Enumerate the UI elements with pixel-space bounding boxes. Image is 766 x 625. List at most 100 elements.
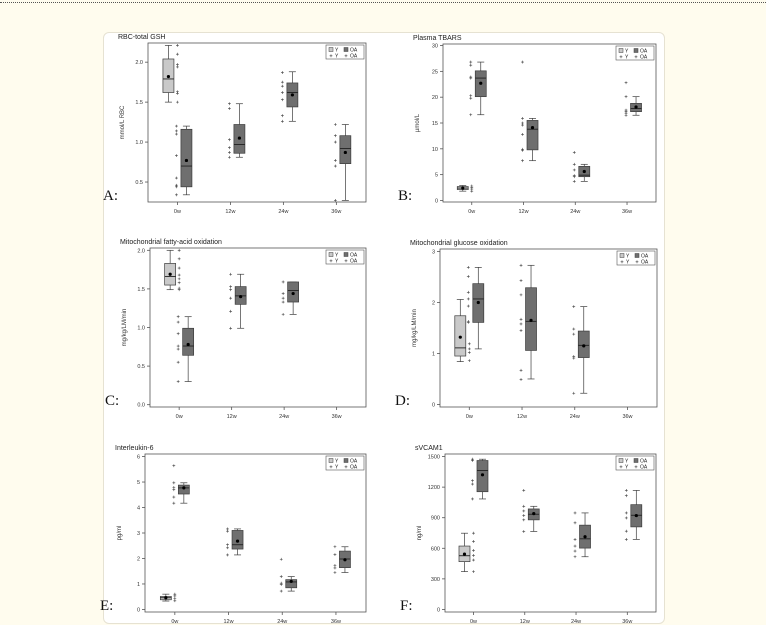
- y-tick-label: 1500: [428, 455, 440, 461]
- data-point-oa-marker: [228, 107, 231, 110]
- box-oa-12w: [522, 488, 540, 533]
- legend-point-label-y: Y: [626, 260, 630, 266]
- x-tick-label: 36w: [332, 414, 342, 420]
- data-point-y-marker: [176, 43, 179, 47]
- mean-marker: [166, 74, 171, 79]
- data-point-y-marker: [472, 540, 475, 543]
- box-y-0w: [164, 248, 181, 292]
- mean-marker: [184, 158, 189, 163]
- legend-label-oa: OA: [350, 253, 358, 259]
- data-point-oa-marker: [573, 511, 577, 515]
- y-tick-label: 900: [431, 516, 440, 522]
- y-tick-label: 2: [137, 556, 140, 562]
- data-point-y-marker: [176, 100, 179, 104]
- legend-swatch-oa: [633, 48, 639, 53]
- data-point-oa-marker: [572, 168, 576, 172]
- legend-label-oa: OA: [640, 49, 648, 55]
- mean-marker: [289, 579, 293, 584]
- y-tick-label: 6: [137, 455, 140, 461]
- legend-label-y: Y: [335, 253, 339, 259]
- data-point-y-marker: [470, 189, 474, 193]
- data-point-oa-marker: [229, 326, 233, 330]
- mean-marker: [634, 105, 638, 109]
- box-oa-24w: [280, 71, 299, 123]
- box-iqr: [526, 120, 539, 151]
- mean-marker: [168, 272, 172, 276]
- x-tick-label: 36w: [622, 209, 632, 215]
- data-point-y-marker: [467, 342, 471, 346]
- data-point-oa-marker: [519, 329, 523, 332]
- legend-marker-y-icon: [619, 465, 623, 469]
- x-tick-label: 36w: [622, 619, 632, 625]
- x-tick-label: 12w: [227, 414, 237, 420]
- chart-title: Interleukin-6: [115, 445, 154, 452]
- legend-point-label-y: Y: [335, 54, 339, 60]
- data-point-oa-marker: [471, 497, 474, 501]
- data-point-oa-marker: [281, 300, 285, 304]
- data-point-oa-marker: [228, 138, 231, 142]
- y-tick-label: 1.0: [135, 140, 143, 146]
- panel-letter: D:: [395, 393, 410, 409]
- legend-swatch-oa: [343, 458, 349, 463]
- legend: Y OA Y OA: [325, 455, 365, 471]
- legend-point-label-oa: OA: [640, 55, 648, 61]
- data-point-oa-marker: [175, 185, 178, 189]
- legend-point-label-oa: OA: [640, 465, 648, 471]
- data-point-oa-marker: [333, 159, 337, 162]
- legend: Y OA Y OA: [615, 455, 655, 471]
- y-tick-label: 3: [137, 531, 140, 537]
- chart-title: Mitochondrial fatty-acid oxidation: [120, 239, 222, 246]
- chart-panel-b: Plasma TBARS µmol/L B: 0 5 10 15 20 25 30 0w 12w 24w…: [398, 35, 657, 215]
- x-tick-label: 12w: [223, 619, 233, 625]
- y-tick-label: 0: [435, 198, 438, 204]
- box-oa-24w: [573, 511, 591, 559]
- data-point-oa-marker: [519, 317, 523, 321]
- data-point-oa-marker: [572, 391, 576, 395]
- legend-frame: [325, 249, 365, 265]
- data-point-oa-marker: [466, 297, 470, 301]
- legend-swatch-oa: [634, 253, 640, 258]
- legend-marker-y-icon: [329, 259, 333, 263]
- data-point-oa-marker: [279, 557, 283, 561]
- box-oa-12w: [521, 60, 539, 163]
- legend-frame: [325, 44, 365, 60]
- data-point-oa-marker: [176, 380, 180, 383]
- data-point-oa-marker: [572, 151, 576, 154]
- legend-point-label-oa: OA: [350, 465, 358, 471]
- data-point-oa-marker: [226, 529, 229, 533]
- x-tick-label: 0w: [171, 619, 178, 625]
- data-point-oa-marker: [469, 94, 473, 98]
- box-oa-0w: [471, 457, 489, 501]
- data-point-oa-marker: [573, 549, 577, 553]
- x-tick-label: 24w: [571, 619, 581, 625]
- mean-marker: [582, 344, 586, 348]
- legend-label-y: Y: [626, 254, 630, 260]
- mean-marker: [291, 291, 295, 296]
- x-tick-label: 0w: [468, 209, 475, 215]
- box-y-0w: [159, 592, 177, 603]
- data-point-oa-marker: [280, 84, 284, 88]
- legend-swatch-oa: [343, 252, 349, 257]
- legend-marker-oa-icon: [634, 55, 638, 59]
- data-point-oa-marker: [624, 529, 628, 533]
- data-point-oa-marker: [176, 320, 180, 324]
- data-point-oa-marker: [471, 482, 474, 486]
- x-tick-label: 0w: [174, 209, 181, 215]
- y-tick-label: 1: [432, 351, 435, 357]
- y-tick-label: 25: [432, 69, 438, 75]
- legend-marker-oa-icon: [344, 54, 348, 58]
- data-point-oa-marker: [175, 132, 178, 136]
- data-point-oa-marker: [624, 511, 628, 515]
- y-tick-label: 0.0: [137, 403, 145, 409]
- data-point-oa-marker: [333, 571, 337, 574]
- legend-swatch-y: [328, 47, 334, 52]
- data-point-y-marker: [472, 531, 475, 535]
- data-point-oa-marker: [333, 164, 337, 168]
- data-point-oa-marker: [521, 148, 524, 152]
- legend-label-y: Y: [625, 459, 629, 465]
- data-point-oa-marker: [519, 368, 523, 372]
- mean-marker: [529, 318, 533, 322]
- panel-letter: F:: [400, 598, 413, 614]
- legend-marker-oa-icon: [635, 260, 639, 264]
- box-oa-36w: [624, 488, 643, 541]
